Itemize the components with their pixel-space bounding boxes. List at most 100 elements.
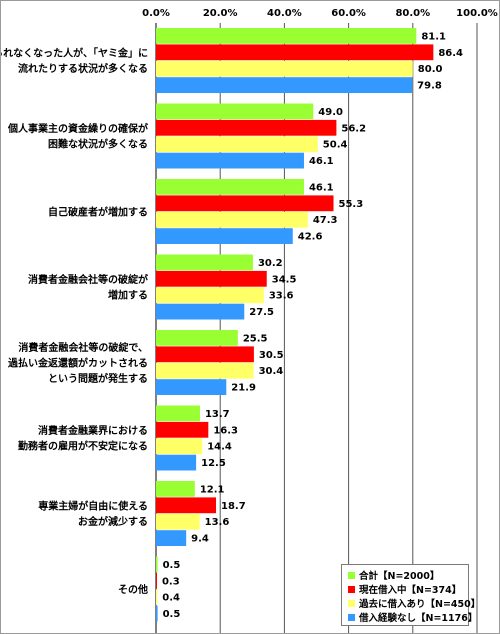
data-label: 55.3 <box>339 199 364 210</box>
bar <box>156 481 195 497</box>
bar <box>156 60 413 77</box>
data-label: 30.5 <box>259 350 284 361</box>
legend-item: 過去に借入あり【N=450】 <box>348 596 480 610</box>
legend-label: 過去に借入あり【N=450】 <box>359 599 481 610</box>
legend: 合計【N=2000】現在借入中【N=374】過去に借入あり【N=450】 借入経験… <box>341 564 480 626</box>
data-label: 42.6 <box>298 232 323 243</box>
data-label: 56.2 <box>341 123 366 134</box>
bar <box>156 438 203 455</box>
data-label: 80.0 <box>418 64 443 75</box>
x-tick-label: 0.0% <box>142 8 170 19</box>
data-label: 0.4 <box>162 593 180 604</box>
bar <box>156 572 157 589</box>
x-tick-label: 60.0% <box>331 8 366 19</box>
data-label: 34.5 <box>272 274 297 285</box>
bar <box>156 103 314 120</box>
category-label: 専業主婦が自由に使える <box>38 500 148 513</box>
bar <box>156 228 293 244</box>
bar <box>156 497 217 514</box>
x-tick-label: 20.0% <box>203 8 238 19</box>
data-label: 0.5 <box>163 560 181 571</box>
x-tick-label: 40.0% <box>267 8 302 19</box>
data-label: 0.3 <box>162 576 180 587</box>
category-label: 流れたりする状況が多くなる <box>18 62 148 75</box>
legend-label: 借入経験なし【N=1176】 <box>359 613 478 624</box>
category-label: という問題が発生する <box>48 372 148 385</box>
data-label: 46.1 <box>309 182 334 193</box>
category-label: 消費者金融会社等の破綻で、 <box>18 341 148 354</box>
bar <box>156 28 417 44</box>
data-label: 79.8 <box>417 81 442 92</box>
legend-item: 借入経験なし【N=1176】 <box>348 610 477 624</box>
bar <box>156 605 158 622</box>
bar <box>156 303 245 320</box>
data-label: 47.3 <box>313 215 338 226</box>
bar <box>156 405 200 422</box>
bar <box>156 195 334 212</box>
bar <box>156 530 187 546</box>
legend-swatch <box>348 613 355 621</box>
category-label: 自己破産者が増加する <box>48 205 148 218</box>
category-label: 個人事業主の資金繰りの確保が <box>7 122 149 135</box>
category-label: お金が減少する <box>78 515 148 528</box>
bar <box>156 330 238 346</box>
category-label: 過払い金返還額がカットされる <box>7 356 148 369</box>
data-label: 13.6 <box>205 517 230 528</box>
category-label: 増加する <box>108 289 148 302</box>
x-tick-label: 80.0% <box>395 8 430 19</box>
category-label: 困難な状況が多くなる <box>48 138 148 151</box>
data-label: 81.1 <box>421 31 446 42</box>
data-label: 50.4 <box>323 140 348 151</box>
category-label: その他 <box>118 583 148 596</box>
data-label: 27.5 <box>249 307 274 318</box>
legend-swatch <box>348 599 355 607</box>
legend-swatch <box>348 585 355 593</box>
data-label: 25.5 <box>243 333 268 344</box>
data-label: 16.3 <box>213 425 238 436</box>
bar <box>156 346 254 363</box>
bar <box>156 136 318 153</box>
bar <box>156 77 413 93</box>
data-label: 0.5 <box>163 609 181 620</box>
legend-item: 合計【N=2000】 <box>348 568 468 582</box>
data-label: 21.9 <box>231 383 256 394</box>
bar <box>156 179 304 195</box>
data-label: 30.2 <box>258 258 283 269</box>
bar <box>156 454 197 471</box>
legend-swatch <box>348 571 355 579</box>
bar <box>156 270 267 287</box>
bar <box>156 556 158 573</box>
legend-label: 現在借入中【N=374】 <box>359 585 462 596</box>
bar <box>156 513 200 530</box>
data-label: 9.4 <box>191 534 209 545</box>
data-label: 13.7 <box>205 409 230 420</box>
category-label: 勤務者の雇用が不安定になる <box>18 440 148 453</box>
data-label: 46.1 <box>309 156 334 167</box>
bar <box>156 287 264 304</box>
bar <box>156 211 308 228</box>
bar <box>156 421 209 438</box>
data-label: 12.1 <box>200 484 225 495</box>
data-label: 86.4 <box>438 48 463 59</box>
data-label: 33.6 <box>269 291 294 302</box>
data-label: 12.5 <box>201 458 226 469</box>
data-label: 49.0 <box>318 107 343 118</box>
category-label: 借りられなくなった人が、「ヤミ金」に <box>1 47 148 60</box>
x-tick-label: 100.0% <box>456 8 498 19</box>
legend-label: 合計【N=2000】 <box>359 571 440 582</box>
data-label: 14.4 <box>207 442 232 453</box>
bar <box>156 379 227 395</box>
legend-item: 現在借入中【N=374】 <box>348 582 468 596</box>
bar <box>156 152 304 169</box>
data-label: 30.4 <box>259 366 284 377</box>
bar <box>156 254 253 271</box>
bar <box>156 362 254 379</box>
bar <box>156 44 434 61</box>
category-label: 消費者金融会社等の破綻が <box>28 273 149 286</box>
category-label: 消費者金融業界における <box>38 424 148 437</box>
data-label: 18.7 <box>221 501 246 512</box>
bar <box>156 119 337 136</box>
bar <box>156 589 158 606</box>
